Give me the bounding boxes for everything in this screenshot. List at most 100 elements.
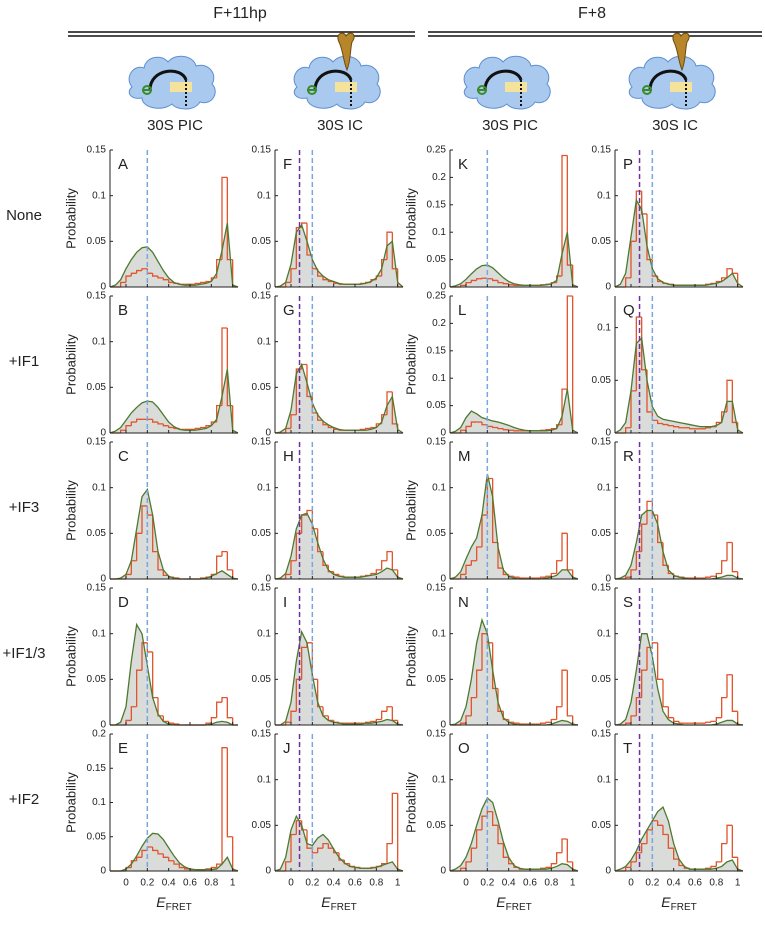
histogram-bin bbox=[465, 861, 472, 869]
fit-area bbox=[450, 232, 578, 287]
histogram-bin bbox=[460, 284, 466, 287]
histogram-bin bbox=[221, 176, 228, 260]
histogram-bin bbox=[178, 864, 185, 869]
histogram-bin bbox=[301, 820, 307, 831]
histogram-bin bbox=[391, 551, 398, 571]
panel-letter: I bbox=[283, 594, 287, 611]
fit-area bbox=[615, 510, 743, 579]
fit-line bbox=[110, 487, 239, 580]
x-tick-label: 0.6 bbox=[348, 878, 362, 889]
histogram-bin bbox=[497, 542, 504, 569]
x-axis-subscript: FRET bbox=[166, 902, 192, 913]
x-tick-label: 0.4 bbox=[162, 878, 176, 889]
histogram-bin bbox=[194, 282, 201, 285]
y-axis-label: Probability bbox=[403, 772, 418, 833]
histogram-bin bbox=[673, 425, 679, 428]
histogram-bin bbox=[136, 669, 142, 707]
histogram-bin bbox=[232, 717, 238, 726]
histogram-bin bbox=[152, 515, 158, 553]
histogram-bin bbox=[497, 280, 504, 284]
histogram-bin bbox=[285, 721, 291, 725]
histogram-bin bbox=[157, 850, 164, 855]
histogram-bin bbox=[322, 276, 329, 281]
x-tick-label: 0 bbox=[288, 878, 294, 889]
panel: 0 0.05 0.1 0.15 0.2 0.25 L Probability bbox=[403, 291, 579, 439]
histogram-bin bbox=[566, 670, 573, 717]
y-tick-label: 0.2 bbox=[432, 172, 446, 183]
histogram-bin bbox=[391, 391, 398, 425]
y-axis-label: Probability bbox=[403, 480, 418, 541]
panel-letter: E bbox=[118, 740, 128, 757]
histogram-bin bbox=[157, 276, 164, 279]
histogram-bin bbox=[285, 861, 291, 871]
histogram-bin bbox=[476, 278, 482, 281]
histogram-bin bbox=[375, 569, 382, 574]
y-tick-label: 0.05 bbox=[252, 820, 272, 831]
histogram-bin bbox=[141, 849, 148, 858]
y-tick-label: 0 bbox=[100, 428, 106, 439]
histogram-bin bbox=[630, 861, 637, 868]
histogram-bin bbox=[726, 824, 733, 844]
fit-line bbox=[109, 222, 239, 288]
x-tick-label: 0.4 bbox=[327, 878, 341, 889]
histogram-bin bbox=[221, 747, 228, 865]
panel: 0 0.05 0.1 0.15 I bbox=[252, 583, 404, 731]
y-tick-label: 0.1 bbox=[257, 628, 271, 639]
y-tick-label: 0.05 bbox=[427, 528, 447, 539]
y-tick-label: 0.1 bbox=[432, 774, 446, 785]
panel-letter: T bbox=[623, 740, 632, 757]
y-tick-label: 0.1 bbox=[92, 336, 106, 347]
y-tick-label: 0.15 bbox=[252, 145, 272, 156]
histogram-bin bbox=[120, 429, 126, 433]
histogram-bin bbox=[146, 642, 153, 653]
y-tick-label: 0.05 bbox=[252, 528, 272, 539]
histogram-bin bbox=[200, 281, 206, 284]
y-tick-label: 0 bbox=[605, 574, 611, 585]
x-tick-label: 0.2 bbox=[645, 878, 659, 889]
histogram-bin bbox=[136, 532, 142, 561]
histogram-bin bbox=[731, 542, 738, 573]
x-axis-subscript: FRET bbox=[506, 902, 532, 913]
y-tick-label: 0.1 bbox=[92, 797, 106, 808]
histogram-bin bbox=[561, 669, 568, 707]
histogram-bin bbox=[513, 576, 520, 578]
y-axis-label: Probability bbox=[403, 188, 418, 249]
x-tick-label: 1 bbox=[735, 878, 741, 889]
panel-letter: J bbox=[283, 740, 291, 757]
fit-line bbox=[274, 512, 404, 580]
complex-label: 30S PIC bbox=[147, 117, 203, 134]
complex-icon bbox=[292, 32, 382, 111]
histogram-bin bbox=[476, 829, 482, 849]
histogram-bin bbox=[386, 550, 393, 561]
y-tick-label: 0.15 bbox=[252, 437, 272, 448]
panel: 0 0.05 0.1 0.15 N Probability bbox=[403, 583, 579, 731]
y-tick-label: 0 bbox=[440, 866, 446, 877]
histogram-bin bbox=[322, 842, 329, 849]
histogram-bin bbox=[136, 856, 142, 861]
x-tick-label: 0.4 bbox=[667, 878, 681, 889]
histogram-bin bbox=[646, 500, 653, 525]
y-tick-label: 0 bbox=[100, 282, 106, 293]
y-tick-label: 0.15 bbox=[87, 583, 107, 594]
fit-line bbox=[274, 362, 404, 434]
histogram-bin bbox=[630, 715, 637, 724]
histogram-bin bbox=[152, 273, 158, 277]
histogram-bin bbox=[226, 697, 233, 719]
x-tick-label: 0.8 bbox=[709, 878, 723, 889]
histogram-bin bbox=[168, 279, 174, 284]
histogram-bin bbox=[216, 555, 222, 575]
histogram-bin bbox=[518, 577, 525, 579]
histogram-bin bbox=[721, 277, 727, 282]
histogram-bin bbox=[502, 843, 509, 858]
panel: 0 0.05 0.1 0.15 C Probability bbox=[63, 437, 239, 585]
panel: 0 0.05 0.1 0.15 0 0.2 0.4 0.6 0.8 1 J EFRET bbox=[252, 729, 404, 913]
x-tick-label: 0.2 bbox=[140, 878, 154, 889]
histogram-bin bbox=[232, 259, 238, 288]
y-tick-label: 0.05 bbox=[252, 674, 272, 685]
histogram-bin bbox=[125, 275, 132, 283]
histogram-bin bbox=[285, 573, 291, 579]
fit-area bbox=[275, 513, 403, 579]
histogram-bin bbox=[502, 428, 509, 431]
histogram-bin bbox=[470, 847, 477, 862]
histogram-bin bbox=[481, 277, 488, 279]
